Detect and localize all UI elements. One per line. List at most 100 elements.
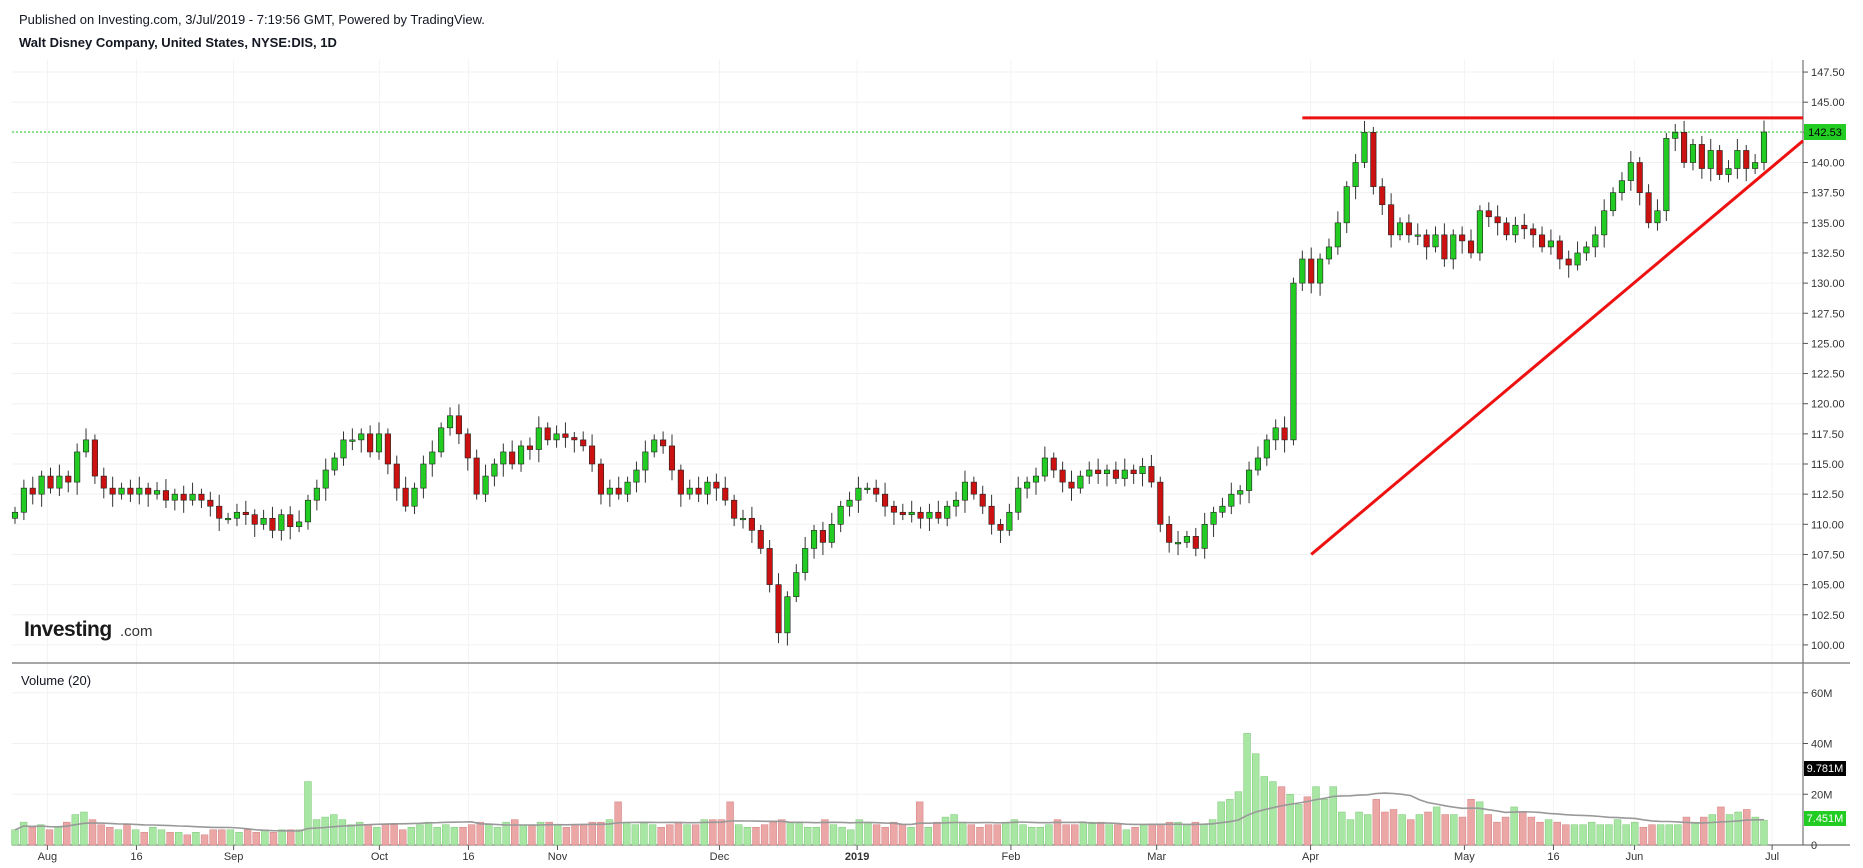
- candle: [926, 503, 933, 531]
- candle: [1121, 458, 1128, 487]
- volume-ma-label: 7.451M: [1804, 811, 1846, 826]
- candle: [304, 494, 312, 530]
- volume-bar: [1027, 826, 1036, 846]
- candle-body: [793, 572, 800, 597]
- candle: [74, 443, 81, 495]
- y-tick-label: 107.50: [1811, 549, 1845, 561]
- volume-bar: [416, 824, 424, 846]
- candle: [56, 464, 63, 496]
- volume-bar: [493, 826, 502, 846]
- candle-body: [828, 524, 835, 543]
- candle-body: [1547, 240, 1554, 248]
- candle-body: [802, 548, 809, 573]
- candle-body: [455, 415, 462, 435]
- candle-body: [562, 433, 569, 438]
- volume-bar: [175, 832, 183, 846]
- candle-body: [402, 487, 409, 507]
- candle: [748, 506, 755, 544]
- candle: [846, 491, 853, 517]
- candle: [908, 500, 915, 523]
- candle-body: [162, 490, 169, 501]
- candle: [509, 440, 516, 470]
- candle-body: [420, 463, 427, 489]
- volume-bar: [890, 821, 898, 846]
- x-tick-label: Jun: [1626, 851, 1644, 863]
- volume-bar: [1036, 826, 1044, 846]
- vol-tick-label: 60M: [1811, 688, 1832, 700]
- candle: [988, 494, 995, 535]
- candle-body: [544, 427, 551, 441]
- svg-text:142.53: 142.53: [1808, 127, 1842, 139]
- candle-body: [1237, 490, 1244, 495]
- candle-body: [233, 511, 241, 519]
- volume-bar: [1269, 781, 1277, 846]
- volume-bar: [597, 821, 605, 846]
- y-tick-label: 102.50: [1811, 610, 1845, 622]
- svg-text:.com: .com: [120, 623, 153, 640]
- candle: [1077, 470, 1084, 494]
- volume-bar: [1544, 819, 1553, 846]
- candle-body: [846, 499, 853, 507]
- candle: [82, 428, 90, 458]
- volume-bar: [338, 819, 347, 846]
- candle-body: [1654, 210, 1661, 224]
- volume-bar: [881, 826, 889, 846]
- candle: [1698, 135, 1705, 179]
- volume-bar: [907, 826, 915, 846]
- volume-bar: [114, 829, 123, 846]
- candle: [1743, 145, 1750, 182]
- volume-bar: [157, 829, 166, 846]
- candle-body: [1157, 481, 1164, 525]
- volume-bar: [1329, 786, 1337, 846]
- volume-bar: [528, 824, 536, 846]
- candle-body: [375, 433, 383, 453]
- candle: [739, 509, 747, 529]
- candle: [260, 509, 267, 530]
- candle-body: [1272, 427, 1279, 441]
- candle-body: [100, 475, 107, 489]
- volume-bar: [131, 829, 140, 846]
- volume-bar: [984, 824, 993, 846]
- candle-body: [988, 505, 995, 525]
- candle: [1352, 154, 1359, 200]
- candle-body: [1325, 246, 1333, 260]
- candle: [1015, 476, 1022, 521]
- candle-body: [118, 487, 125, 495]
- volume-bar: [1613, 819, 1622, 846]
- candle: [1068, 470, 1075, 501]
- volume-axis: 60M 40M 20M 0: [1803, 688, 1832, 852]
- x-tick-label: Oct: [371, 851, 388, 863]
- candle: [606, 479, 613, 507]
- volume-bar: [666, 824, 674, 846]
- candle-body: [1476, 210, 1483, 254]
- candle: [1610, 187, 1617, 217]
- candle-body: [1166, 524, 1173, 543]
- candle-body: [1281, 427, 1288, 441]
- volume-bar: [1579, 824, 1587, 846]
- support-trendline[interactable]: [1310, 139, 1804, 556]
- candle: [1521, 213, 1528, 240]
- candle-body: [136, 487, 143, 495]
- volume-bar: [1019, 824, 1027, 846]
- volume-bar: [519, 824, 528, 846]
- candle-body: [482, 475, 489, 495]
- candle-body: [1583, 246, 1590, 254]
- candle-body: [1565, 258, 1572, 266]
- candle-body: [908, 511, 915, 515]
- candle: [1086, 461, 1093, 484]
- volume-bar: [631, 824, 640, 846]
- candle-body: [1103, 469, 1111, 474]
- volume-bar: [726, 801, 734, 846]
- candle-body: [748, 517, 755, 531]
- candle-body: [1636, 162, 1643, 193]
- volume-bar: [1484, 814, 1492, 846]
- candle-body: [890, 505, 897, 513]
- volume-bar: [1622, 824, 1630, 846]
- candle: [198, 488, 205, 509]
- candle-body: [899, 511, 906, 515]
- candle-body: [1201, 524, 1208, 549]
- volume-bar: [1062, 824, 1070, 846]
- candle: [287, 506, 294, 540]
- candle: [1325, 238, 1333, 265]
